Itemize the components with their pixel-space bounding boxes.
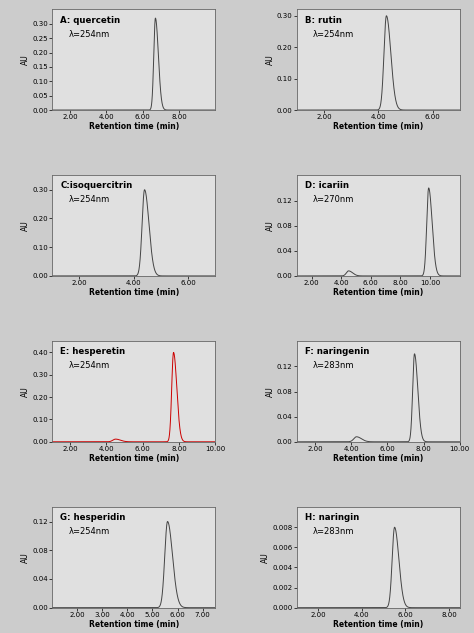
Y-axis label: AU: AU bbox=[21, 552, 30, 563]
X-axis label: Retention time (min): Retention time (min) bbox=[89, 122, 179, 131]
Text: λ=254nm: λ=254nm bbox=[313, 30, 354, 39]
Text: λ=270nm: λ=270nm bbox=[313, 196, 355, 204]
X-axis label: Retention time (min): Retention time (min) bbox=[89, 620, 179, 629]
Text: C:isoquercitrin: C:isoquercitrin bbox=[60, 182, 133, 191]
Y-axis label: AU: AU bbox=[261, 552, 270, 563]
Text: F: naringenin: F: naringenin bbox=[305, 348, 369, 356]
Text: λ=283nm: λ=283nm bbox=[313, 527, 355, 536]
Text: λ=254nm: λ=254nm bbox=[68, 527, 109, 536]
Y-axis label: AU: AU bbox=[21, 386, 30, 397]
Text: λ=283nm: λ=283nm bbox=[313, 361, 355, 370]
Text: λ=254nm: λ=254nm bbox=[68, 30, 109, 39]
X-axis label: Retention time (min): Retention time (min) bbox=[333, 288, 423, 297]
Text: λ=254nm: λ=254nm bbox=[68, 361, 109, 370]
Y-axis label: AU: AU bbox=[21, 54, 30, 65]
Y-axis label: AU: AU bbox=[21, 220, 30, 231]
Y-axis label: AU: AU bbox=[266, 220, 275, 231]
X-axis label: Retention time (min): Retention time (min) bbox=[333, 454, 423, 463]
X-axis label: Retention time (min): Retention time (min) bbox=[333, 620, 423, 629]
Text: λ=254nm: λ=254nm bbox=[68, 196, 109, 204]
Text: G: hesperidin: G: hesperidin bbox=[60, 513, 126, 522]
Text: B: rutin: B: rutin bbox=[305, 16, 342, 25]
X-axis label: Retention time (min): Retention time (min) bbox=[89, 454, 179, 463]
Text: A: quercetin: A: quercetin bbox=[60, 16, 120, 25]
Text: E: hesperetin: E: hesperetin bbox=[60, 348, 126, 356]
Y-axis label: AU: AU bbox=[266, 54, 275, 65]
X-axis label: Retention time (min): Retention time (min) bbox=[89, 288, 179, 297]
Y-axis label: AU: AU bbox=[266, 386, 275, 397]
Text: H: naringin: H: naringin bbox=[305, 513, 359, 522]
X-axis label: Retention time (min): Retention time (min) bbox=[333, 122, 423, 131]
Text: D: icariin: D: icariin bbox=[305, 182, 349, 191]
